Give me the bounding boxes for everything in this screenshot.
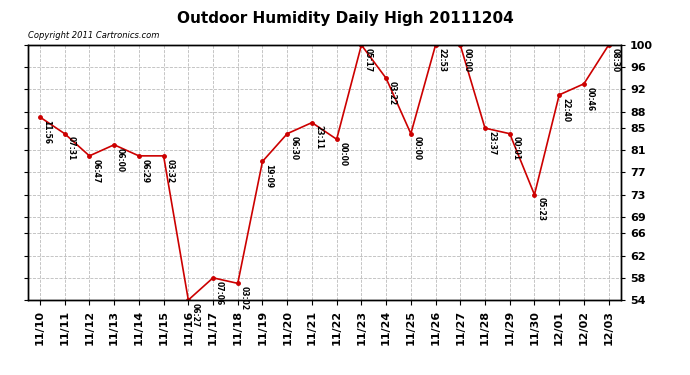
Text: 06:30: 06:30 (289, 136, 298, 160)
Text: 05:23: 05:23 (536, 198, 545, 222)
Text: 19:09: 19:09 (264, 164, 273, 188)
Text: 22:40: 22:40 (561, 98, 570, 122)
Text: 00:00: 00:00 (462, 48, 471, 72)
Text: 22:53: 22:53 (437, 48, 446, 72)
Text: 00:01: 00:01 (512, 136, 521, 160)
Text: 07:31: 07:31 (67, 136, 76, 161)
Text: 07:06: 07:06 (215, 280, 224, 305)
Text: 00:00: 00:00 (413, 136, 422, 160)
Text: 08:30: 08:30 (611, 48, 620, 72)
Text: 11:56: 11:56 (42, 120, 51, 144)
Text: Copyright 2011 Cartronics.com: Copyright 2011 Cartronics.com (28, 31, 159, 40)
Text: 00:00: 00:00 (339, 142, 348, 166)
Text: 23:11: 23:11 (314, 125, 323, 150)
Text: 00:46: 00:46 (586, 87, 595, 111)
Text: 03:22: 03:22 (388, 81, 397, 105)
Text: 06:29: 06:29 (141, 159, 150, 183)
Text: 23:37: 23:37 (487, 131, 496, 155)
Text: 05:17: 05:17 (364, 48, 373, 72)
Text: 03:32: 03:32 (166, 159, 175, 183)
Text: 06:00: 06:00 (116, 147, 125, 172)
Text: 06:47: 06:47 (91, 159, 100, 183)
Text: Outdoor Humidity Daily High 20111204: Outdoor Humidity Daily High 20111204 (177, 11, 513, 26)
Text: 06:27: 06:27 (190, 303, 199, 327)
Text: 03:02: 03:02 (239, 286, 248, 310)
